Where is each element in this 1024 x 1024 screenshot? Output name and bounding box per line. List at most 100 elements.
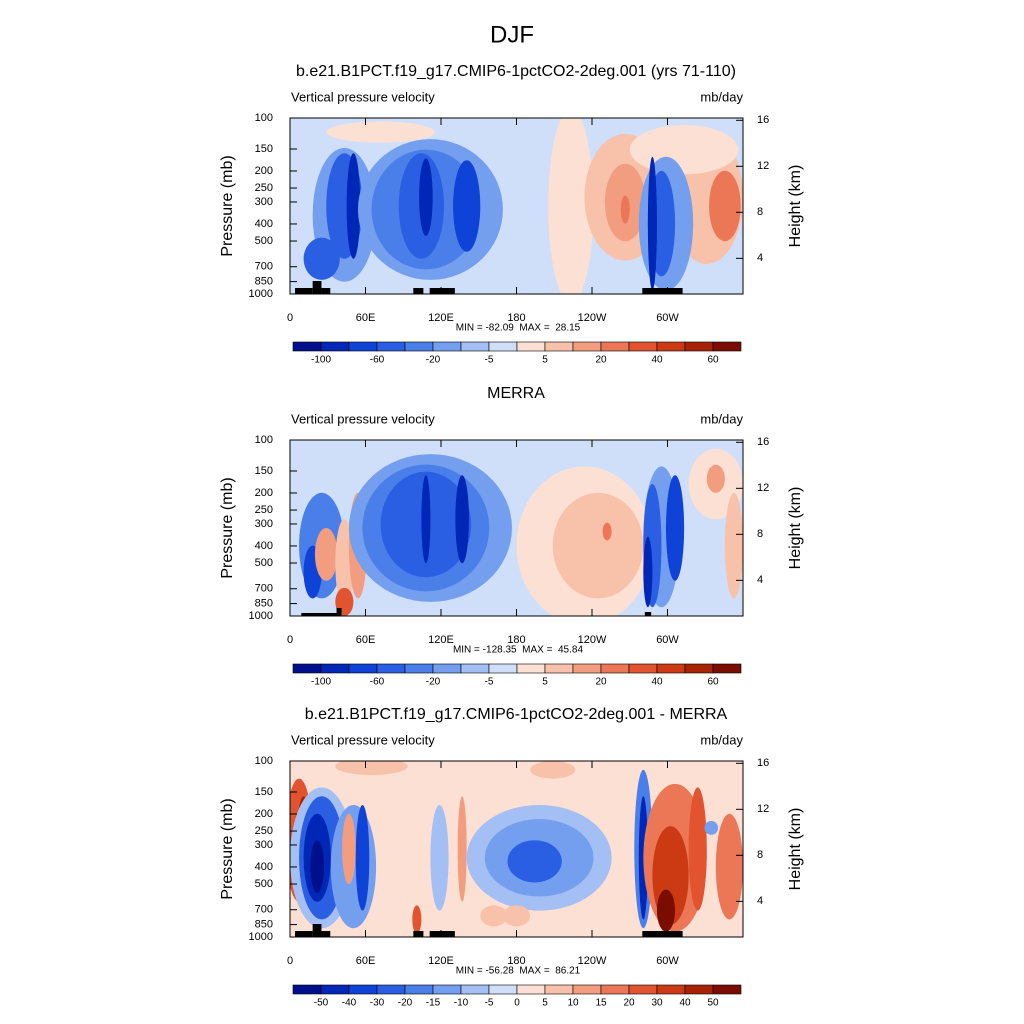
field-contour bbox=[724, 492, 743, 599]
colorbar-label: 0 bbox=[514, 998, 520, 1009]
land-mask bbox=[301, 613, 341, 616]
field-contour bbox=[430, 805, 449, 911]
colorbar-label: 20 bbox=[595, 355, 607, 366]
field-contour bbox=[638, 796, 648, 920]
colorbar-label: -5 bbox=[485, 998, 494, 1009]
colorbar-box bbox=[656, 984, 686, 995]
y-tick-label: 300 bbox=[255, 518, 273, 530]
field-contour bbox=[326, 121, 435, 143]
field-contour bbox=[480, 905, 508, 927]
y2-tick-label: 8 bbox=[757, 528, 763, 540]
y-axis-label: Pressure (mb) bbox=[219, 477, 236, 578]
field-contour bbox=[552, 492, 644, 599]
x-tick-label: 60E bbox=[356, 312, 376, 324]
colorbar-label: 60 bbox=[707, 677, 719, 688]
contour-field bbox=[290, 440, 743, 616]
x-tick-label: 180 bbox=[507, 312, 525, 324]
field-contour bbox=[455, 475, 469, 564]
y2-tick-label: 4 bbox=[757, 574, 763, 586]
colorbar-label: 20 bbox=[595, 677, 607, 688]
colorbar-box bbox=[460, 984, 490, 995]
y-tick-label: 300 bbox=[255, 839, 273, 851]
y2-tick-label: 8 bbox=[757, 206, 763, 218]
colorbar-box bbox=[628, 984, 658, 995]
land-mask bbox=[295, 288, 313, 294]
colorbar-box bbox=[460, 663, 490, 674]
y-tick-label: 500 bbox=[255, 557, 273, 569]
y2-tick-label: 16 bbox=[757, 114, 769, 126]
panel-title: b.e21.B1PCT.f19_g17.CMIP6-1pctCO2-2deg.0… bbox=[296, 63, 736, 80]
colorbar-box bbox=[348, 663, 378, 674]
y2-axis-label: Height (km) bbox=[787, 487, 804, 570]
colorbar-box bbox=[488, 341, 518, 352]
land-mask bbox=[642, 931, 683, 937]
colorbar-box bbox=[600, 341, 630, 352]
field-contour bbox=[665, 475, 685, 581]
colorbar-box bbox=[656, 341, 686, 352]
colorbar-box bbox=[684, 341, 714, 352]
colorbar-label: -60 bbox=[370, 677, 385, 688]
x-tick-label: 60E bbox=[356, 634, 376, 646]
land-mask bbox=[642, 288, 683, 294]
x-tick-label: 60W bbox=[656, 634, 679, 646]
field-contour bbox=[502, 905, 531, 927]
colorbar-box bbox=[348, 341, 378, 352]
field-contour bbox=[647, 156, 657, 291]
y-tick-label: 150 bbox=[255, 786, 273, 798]
x-tick-label: 60W bbox=[656, 955, 679, 967]
y-tick-label: 400 bbox=[255, 218, 273, 230]
colorbar-label: 40 bbox=[651, 677, 663, 688]
colorbar-label: -20 bbox=[426, 355, 441, 366]
field-contour bbox=[419, 158, 433, 236]
colorbar-box bbox=[432, 341, 462, 352]
colorbar-box bbox=[292, 663, 322, 674]
colorbar-box bbox=[572, 663, 602, 674]
subtitle-left: Vertical pressure velocity bbox=[291, 411, 435, 426]
panel-title: b.e21.B1PCT.f19_g17.CMIP6-1pctCO2-2deg.0… bbox=[305, 706, 728, 723]
field-contour bbox=[507, 840, 562, 883]
field-contour bbox=[407, 796, 426, 920]
y-tick-label: 200 bbox=[255, 808, 273, 820]
colorbar-box bbox=[600, 984, 630, 995]
colorbar-label: -30 bbox=[370, 998, 385, 1009]
colorbar-box bbox=[292, 341, 322, 352]
colorbar-label: 5 bbox=[542, 677, 548, 688]
field-contour bbox=[602, 522, 612, 541]
y-tick-label: 850 bbox=[255, 597, 273, 609]
land-mask bbox=[312, 924, 322, 937]
y-tick-label: 500 bbox=[255, 878, 273, 890]
field-contour bbox=[656, 889, 676, 932]
field-contour bbox=[688, 787, 707, 911]
field-contour bbox=[629, 125, 739, 175]
colorbar-box bbox=[432, 663, 462, 674]
land-mask bbox=[413, 931, 424, 937]
colorbar-label: -40 bbox=[342, 998, 357, 1009]
colorbar-box bbox=[376, 341, 406, 352]
colorbar-box bbox=[320, 663, 350, 674]
field-contour bbox=[643, 536, 653, 608]
colorbar-label: 5 bbox=[542, 998, 548, 1009]
colorbar-label: -5 bbox=[485, 677, 494, 688]
y-tick-label: 150 bbox=[255, 465, 273, 477]
field-contour bbox=[412, 905, 422, 934]
y-tick-label: 100 bbox=[255, 434, 273, 446]
subtitle-left: Vertical pressure velocity bbox=[291, 89, 435, 104]
y2-tick-label: 12 bbox=[757, 803, 769, 815]
colorbar-box bbox=[404, 663, 434, 674]
x-tick-label: 120W bbox=[578, 955, 607, 967]
colorbar-box bbox=[348, 984, 378, 995]
y-tick-label: 250 bbox=[255, 504, 273, 516]
colorbar-box bbox=[320, 341, 350, 352]
field-contour bbox=[346, 153, 361, 259]
x-tick-label: 60E bbox=[356, 955, 376, 967]
contour-field bbox=[290, 118, 743, 294]
min-max-stats: MIN = -128.35 MAX = 45.84 bbox=[453, 645, 584, 656]
colorbar-box bbox=[488, 663, 518, 674]
land-mask bbox=[429, 931, 455, 937]
colorbar-label: 40 bbox=[651, 355, 663, 366]
y-tick-label: 1000 bbox=[249, 610, 273, 622]
x-tick-label: 0 bbox=[287, 955, 293, 967]
y2-tick-label: 12 bbox=[757, 160, 769, 172]
field-contour bbox=[310, 840, 324, 893]
